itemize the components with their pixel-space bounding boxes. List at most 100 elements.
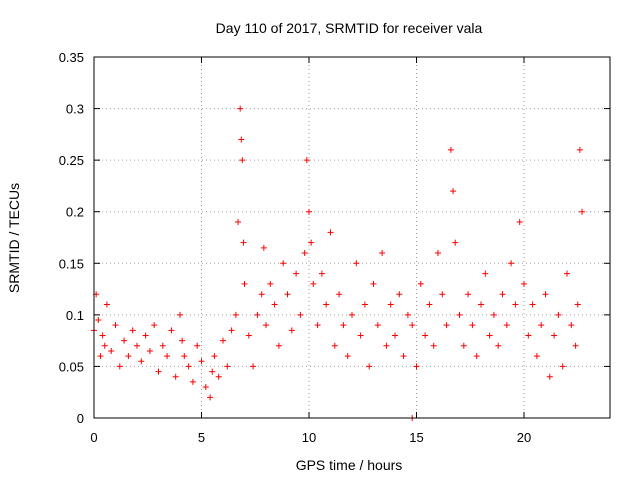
data-point bbox=[435, 249, 441, 256]
data-point bbox=[260, 244, 267, 251]
y-tick-label: 0.35 bbox=[59, 50, 84, 65]
data-point bbox=[129, 327, 136, 334]
data-point bbox=[357, 332, 364, 339]
data-point bbox=[134, 342, 140, 349]
data-point bbox=[361, 301, 368, 308]
data-point bbox=[179, 337, 186, 344]
data-point bbox=[340, 322, 347, 329]
data-point bbox=[400, 353, 407, 360]
x-tick-label: 0 bbox=[90, 430, 97, 445]
data-point bbox=[239, 157, 246, 164]
data-point bbox=[146, 347, 153, 354]
data-point bbox=[490, 311, 497, 318]
data-point bbox=[460, 342, 467, 349]
data-point bbox=[533, 353, 540, 360]
data-point bbox=[258, 291, 265, 298]
data-point bbox=[495, 342, 502, 349]
data-point bbox=[336, 291, 343, 298]
data-point bbox=[155, 368, 162, 375]
y-tick-label: 0.25 bbox=[59, 153, 84, 168]
data-point bbox=[194, 342, 201, 349]
x-tick-label: 5 bbox=[198, 430, 205, 445]
data-point bbox=[306, 208, 312, 215]
data-point bbox=[103, 301, 110, 308]
data-point bbox=[232, 311, 239, 318]
data-point bbox=[209, 368, 216, 375]
data-point bbox=[396, 291, 403, 298]
data-point bbox=[559, 363, 566, 370]
data-point bbox=[538, 322, 545, 329]
y-tick-label: 0 bbox=[77, 411, 84, 426]
data-point bbox=[308, 239, 315, 246]
data-point bbox=[542, 291, 549, 298]
data-point bbox=[529, 301, 536, 308]
y-tick-label: 0.05 bbox=[59, 359, 84, 374]
data-point bbox=[443, 322, 450, 329]
data-point bbox=[241, 280, 248, 287]
data-point bbox=[366, 363, 373, 370]
data-point bbox=[220, 337, 226, 344]
data-point bbox=[112, 322, 119, 329]
data-point bbox=[121, 337, 128, 344]
data-point bbox=[116, 363, 123, 370]
data-point bbox=[293, 270, 300, 277]
data-point bbox=[409, 322, 416, 329]
y-tick-label: 0.2 bbox=[66, 205, 84, 220]
data-point bbox=[404, 311, 411, 318]
data-point bbox=[576, 146, 583, 153]
data-point bbox=[235, 219, 242, 226]
data-point bbox=[189, 378, 196, 385]
data-point bbox=[202, 384, 209, 391]
axis-ticks: 0 0.05 0.1 0.15 0.2 0.25 0.3 0.35 0 5 10 15 20 bbox=[59, 50, 610, 445]
data-point bbox=[546, 373, 553, 380]
data-point bbox=[469, 322, 476, 329]
data-point bbox=[383, 342, 390, 349]
data-point bbox=[413, 363, 420, 370]
data-point bbox=[430, 342, 437, 349]
data-point bbox=[551, 332, 558, 339]
data-point bbox=[181, 353, 188, 360]
data-point bbox=[263, 322, 269, 329]
data-point bbox=[579, 208, 586, 215]
data-point bbox=[97, 353, 104, 360]
y-tick-label: 0.3 bbox=[66, 102, 84, 117]
data-point bbox=[499, 291, 506, 298]
x-axis-label: GPS time / hours bbox=[296, 457, 403, 473]
data-point bbox=[344, 353, 351, 360]
data-point bbox=[422, 332, 429, 339]
data-point bbox=[95, 317, 102, 324]
data-point bbox=[447, 146, 454, 153]
data-point bbox=[125, 353, 132, 360]
data-point bbox=[574, 301, 581, 308]
data-point bbox=[564, 270, 570, 277]
data-point bbox=[521, 280, 527, 287]
data-point bbox=[473, 353, 480, 360]
data-point bbox=[568, 322, 575, 329]
y-tick-label: 0.1 bbox=[66, 308, 84, 323]
data-point bbox=[508, 260, 515, 267]
data-point bbox=[224, 363, 231, 370]
data-point bbox=[215, 373, 222, 380]
data-point bbox=[331, 342, 338, 349]
data-point bbox=[392, 332, 398, 339]
data-point bbox=[177, 311, 183, 318]
data-point bbox=[370, 280, 377, 287]
data-point bbox=[280, 260, 287, 267]
data-point bbox=[288, 327, 295, 334]
y-tick-label: 0.15 bbox=[59, 256, 84, 271]
data-point bbox=[238, 136, 245, 143]
data-point bbox=[297, 311, 304, 318]
data-point bbox=[99, 332, 106, 339]
data-point bbox=[271, 301, 278, 308]
data-point bbox=[387, 301, 394, 308]
data-point bbox=[237, 105, 244, 112]
data-point bbox=[314, 322, 321, 329]
data-point bbox=[452, 239, 459, 246]
data-point bbox=[151, 322, 158, 329]
data-point bbox=[211, 353, 218, 360]
data-point bbox=[310, 280, 317, 287]
data-point bbox=[323, 301, 330, 308]
data-point bbox=[275, 342, 282, 349]
y-axis-label: SRMTID / TECUs bbox=[6, 183, 22, 293]
